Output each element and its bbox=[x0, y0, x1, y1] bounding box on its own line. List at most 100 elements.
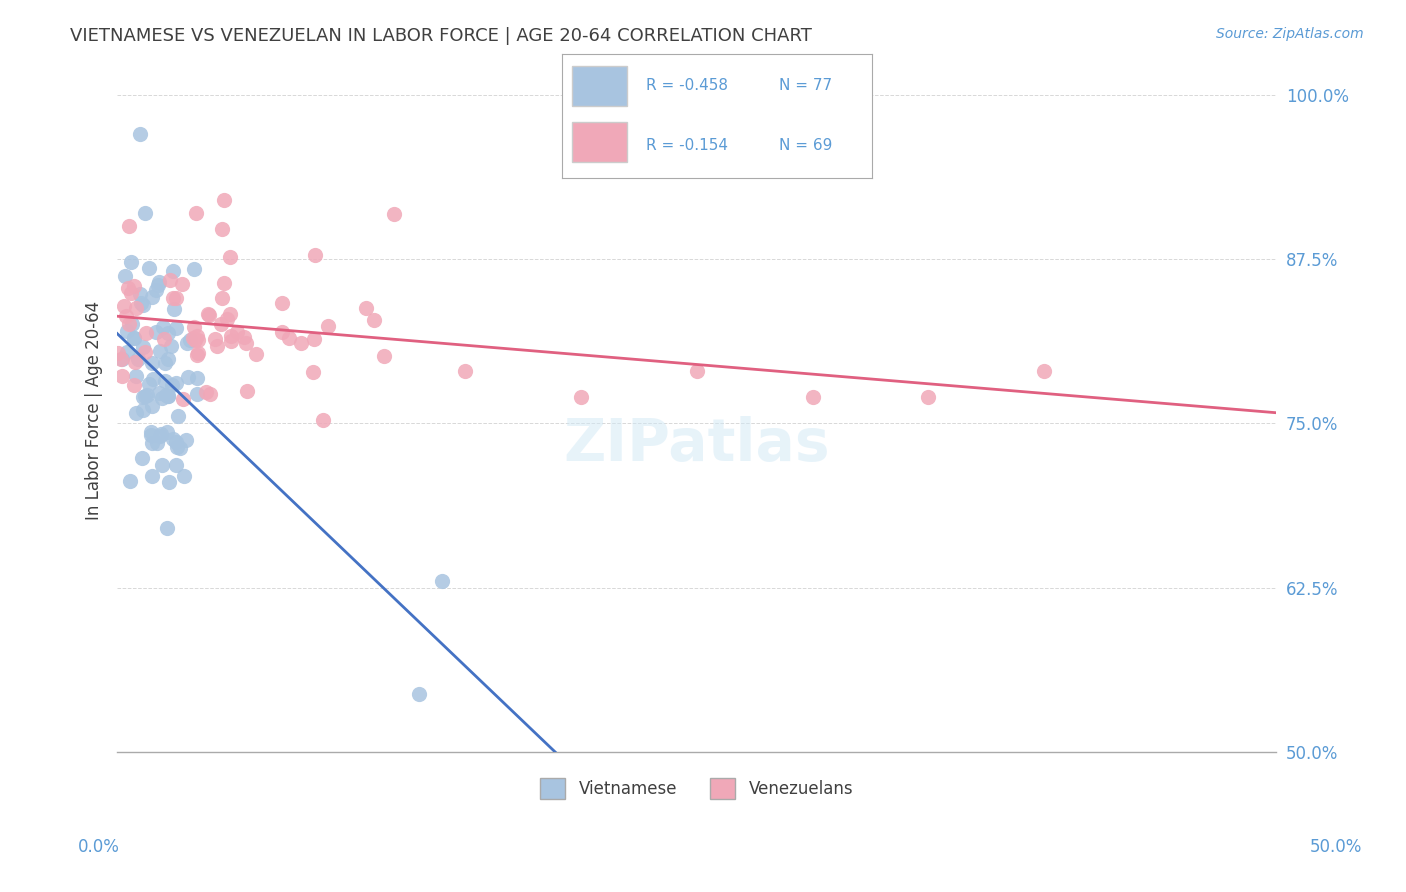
Point bbox=[156, 389, 179, 403]
Point bbox=[211, 222, 233, 236]
Point bbox=[159, 339, 181, 353]
Point bbox=[125, 301, 148, 315]
Point bbox=[165, 376, 187, 390]
Point bbox=[221, 334, 243, 348]
Point bbox=[232, 329, 254, 343]
Point bbox=[270, 295, 292, 310]
Point bbox=[142, 372, 165, 386]
Point bbox=[290, 335, 312, 350]
Point bbox=[245, 347, 267, 361]
Point bbox=[917, 390, 939, 404]
Point bbox=[205, 339, 228, 353]
Point bbox=[198, 309, 221, 323]
Point bbox=[163, 302, 186, 317]
Point bbox=[1033, 364, 1056, 378]
Point bbox=[363, 313, 385, 327]
Bar bbox=[572, 122, 627, 162]
Text: ZIPatlas: ZIPatlas bbox=[564, 416, 830, 473]
Point bbox=[156, 326, 179, 341]
Point bbox=[121, 285, 143, 300]
Point bbox=[166, 409, 188, 424]
Point bbox=[150, 391, 173, 405]
Point bbox=[111, 368, 134, 383]
Point bbox=[135, 388, 157, 402]
Point bbox=[118, 474, 141, 488]
Point bbox=[134, 206, 156, 220]
Text: N = 69: N = 69 bbox=[779, 138, 832, 153]
Point bbox=[111, 351, 134, 366]
Point bbox=[117, 281, 139, 295]
Point bbox=[225, 325, 247, 339]
Point bbox=[146, 278, 169, 293]
Point bbox=[118, 219, 141, 234]
Point bbox=[187, 346, 209, 360]
Point bbox=[179, 334, 201, 348]
Point bbox=[162, 263, 184, 277]
Point bbox=[149, 344, 172, 359]
Point bbox=[186, 371, 208, 385]
Point bbox=[141, 436, 163, 450]
Point bbox=[304, 248, 326, 262]
Point bbox=[165, 291, 187, 305]
Point bbox=[141, 399, 163, 413]
Point bbox=[165, 321, 187, 335]
Point bbox=[184, 333, 207, 347]
Point bbox=[219, 250, 242, 264]
Point bbox=[156, 521, 179, 535]
Point bbox=[212, 276, 235, 290]
Point bbox=[110, 351, 132, 366]
Point bbox=[115, 345, 138, 359]
Point bbox=[373, 349, 395, 363]
Point bbox=[159, 273, 181, 287]
Point bbox=[162, 377, 184, 392]
Text: Source: ZipAtlas.com: Source: ZipAtlas.com bbox=[1216, 27, 1364, 41]
Point bbox=[184, 206, 207, 220]
Point bbox=[122, 378, 145, 392]
Point bbox=[304, 332, 326, 346]
Text: N = 77: N = 77 bbox=[779, 78, 832, 94]
Point bbox=[148, 386, 170, 401]
Point bbox=[122, 331, 145, 345]
Point bbox=[127, 351, 149, 366]
Point bbox=[187, 333, 209, 347]
Point bbox=[145, 283, 167, 297]
Point bbox=[107, 346, 129, 360]
Point bbox=[139, 425, 162, 439]
Point bbox=[685, 364, 707, 378]
Point bbox=[219, 329, 242, 343]
Point bbox=[186, 348, 208, 362]
Point bbox=[204, 331, 226, 345]
Point bbox=[212, 193, 235, 207]
Point bbox=[138, 260, 160, 275]
Point bbox=[138, 376, 160, 391]
Point bbox=[141, 356, 163, 370]
Point bbox=[165, 458, 187, 472]
Point bbox=[318, 318, 340, 333]
Point bbox=[115, 309, 138, 323]
Point bbox=[174, 433, 197, 447]
Point bbox=[211, 291, 233, 305]
Point bbox=[120, 255, 142, 269]
Point bbox=[165, 435, 187, 450]
Text: R = -0.154: R = -0.154 bbox=[645, 138, 728, 153]
Point bbox=[166, 440, 188, 454]
Point bbox=[157, 475, 180, 490]
Point bbox=[162, 432, 184, 446]
Point bbox=[218, 307, 240, 321]
Point bbox=[169, 441, 191, 455]
Point bbox=[148, 275, 170, 289]
Point bbox=[217, 312, 239, 326]
Point bbox=[312, 412, 335, 426]
Bar bbox=[572, 66, 627, 106]
Point bbox=[186, 387, 208, 401]
Point bbox=[115, 324, 138, 338]
Point bbox=[156, 389, 179, 403]
Point bbox=[129, 286, 152, 301]
Point bbox=[129, 296, 152, 310]
Point bbox=[150, 426, 173, 441]
Point bbox=[162, 291, 184, 305]
Point bbox=[430, 574, 453, 589]
Point bbox=[235, 335, 257, 350]
Point bbox=[135, 326, 157, 340]
Point bbox=[125, 406, 148, 420]
